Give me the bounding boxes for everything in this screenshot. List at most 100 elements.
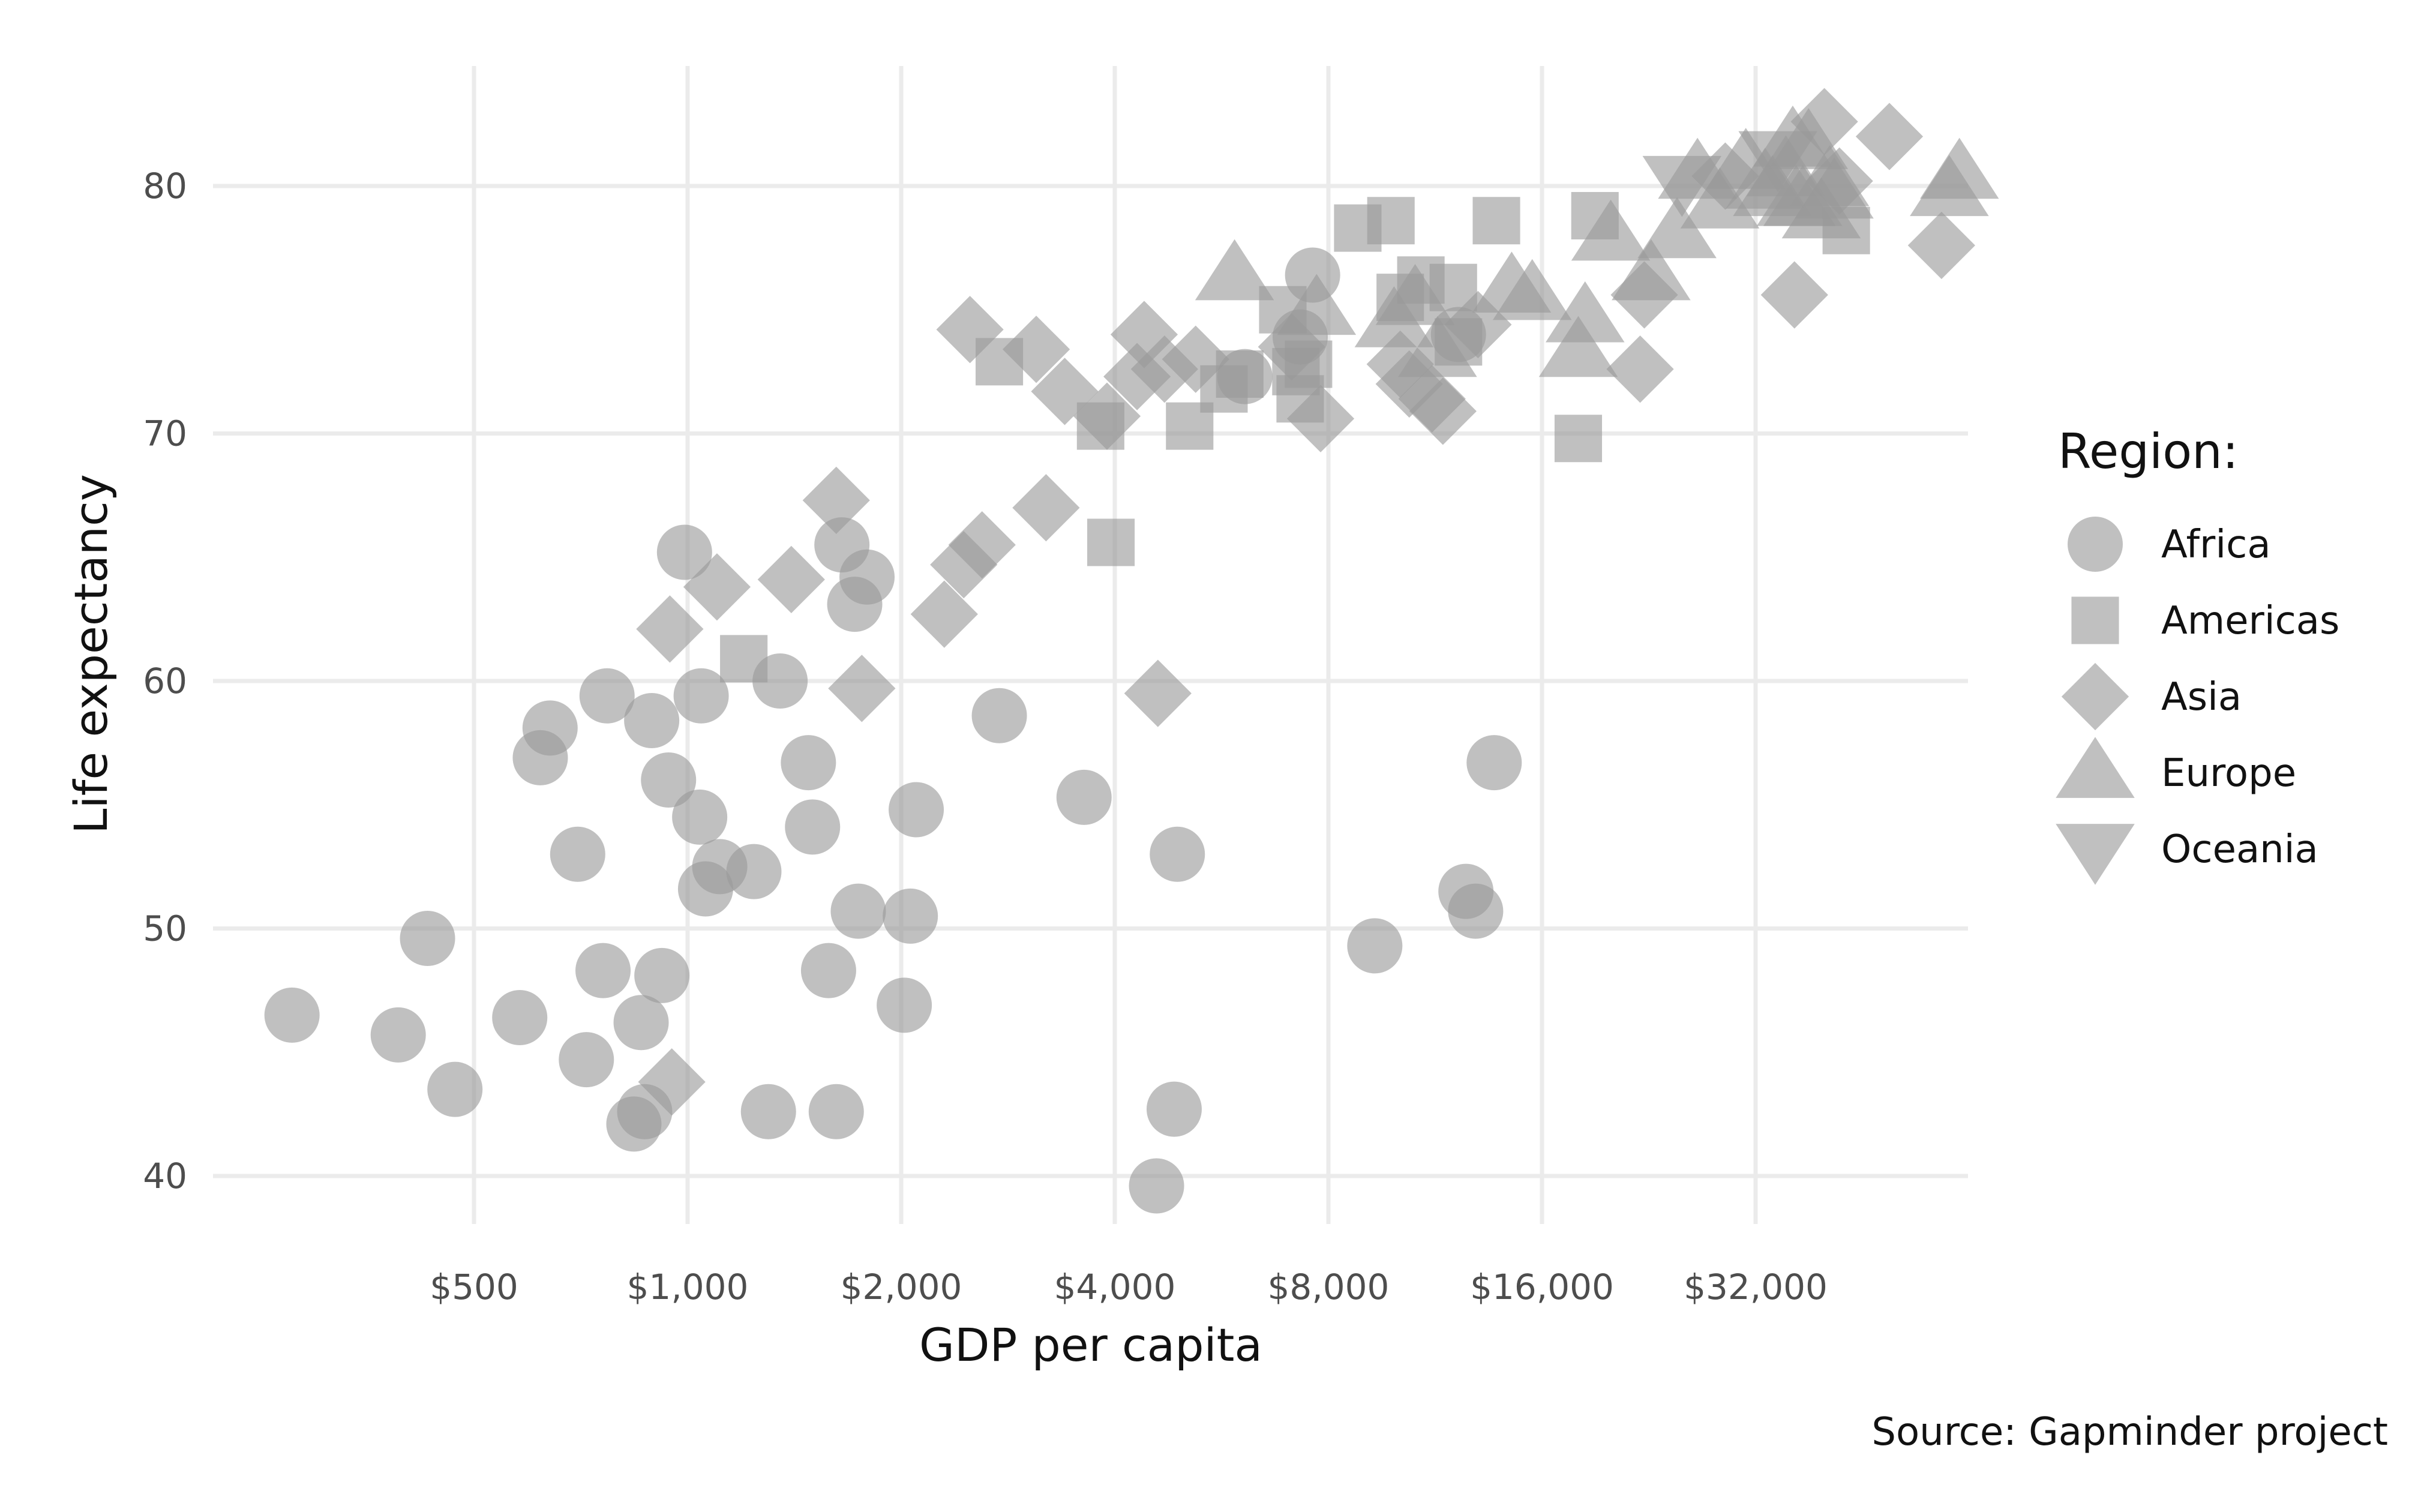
point-europe bbox=[1795, 157, 1874, 219]
legend-key-square bbox=[2071, 596, 2119, 644]
point-europe bbox=[1195, 239, 1274, 301]
legend-title: Region: bbox=[2058, 424, 2239, 479]
legend-label: Africa bbox=[2161, 523, 2271, 567]
legend: Region: Africa Americas Asia Europe Oceania bbox=[2056, 424, 2339, 885]
point-asia bbox=[1398, 365, 1466, 433]
point-europe bbox=[1546, 281, 1625, 343]
point-asia bbox=[1606, 335, 1674, 403]
x-tick-label: $8,000 bbox=[1268, 1267, 1390, 1307]
point-asia bbox=[1002, 316, 1070, 383]
point-americas bbox=[1554, 415, 1603, 463]
point-asia bbox=[802, 466, 870, 534]
legend-item-americas: Americas bbox=[2071, 596, 2339, 644]
point-asia bbox=[1855, 103, 1924, 170]
legend-label: Oceania bbox=[2161, 827, 2318, 872]
point-africa bbox=[883, 888, 938, 944]
point-americas bbox=[1087, 518, 1135, 566]
point-africa bbox=[550, 826, 605, 882]
point-africa bbox=[575, 943, 631, 998]
point-africa bbox=[740, 1084, 796, 1139]
point-europe bbox=[1919, 137, 1999, 199]
point-americas bbox=[1166, 402, 1214, 450]
point-americas bbox=[720, 635, 768, 683]
point-oceania bbox=[1642, 155, 1722, 217]
legend-key-triangle-down bbox=[2056, 824, 2135, 885]
point-africa bbox=[1129, 1158, 1184, 1214]
point-africa bbox=[1347, 918, 1403, 974]
legend-label: Europe bbox=[2161, 751, 2296, 796]
y-tick-label: 40 bbox=[143, 1156, 187, 1196]
point-asia bbox=[1760, 261, 1828, 329]
point-asia bbox=[683, 553, 751, 621]
y-tick-label: 80 bbox=[143, 166, 187, 206]
legend-key-circle bbox=[2068, 517, 2123, 572]
point-asia bbox=[757, 545, 825, 613]
point-americas bbox=[1216, 350, 1264, 398]
point-africa bbox=[785, 799, 841, 855]
point-asia bbox=[1012, 474, 1080, 542]
point-africa bbox=[370, 1007, 426, 1063]
point-asia bbox=[1907, 211, 1975, 280]
point-africa bbox=[877, 977, 932, 1033]
points-layer bbox=[264, 88, 1999, 1214]
legend-item-oceania: Oceania bbox=[2056, 824, 2318, 885]
point-americas bbox=[1429, 263, 1477, 311]
point-africa bbox=[839, 549, 895, 605]
point-europe bbox=[1375, 263, 1455, 325]
point-asia bbox=[636, 595, 704, 663]
point-africa bbox=[889, 782, 944, 838]
point-europe bbox=[1637, 197, 1717, 259]
point-europe bbox=[1538, 316, 1618, 377]
point-africa bbox=[800, 943, 856, 998]
legend-entries: Africa Americas Asia Europe Oceania bbox=[2056, 517, 2339, 885]
x-tick-label: $2,000 bbox=[841, 1267, 962, 1307]
point-asia bbox=[1073, 382, 1141, 450]
point-africa bbox=[672, 789, 728, 845]
x-tick-label: $4,000 bbox=[1054, 1267, 1176, 1307]
y-axis-title: Life expectancy bbox=[64, 474, 118, 834]
point-africa bbox=[641, 752, 697, 808]
series-asia bbox=[636, 88, 1975, 1116]
point-europe bbox=[1612, 239, 1691, 301]
grid-layer bbox=[213, 66, 1968, 1224]
point-africa bbox=[1056, 769, 1112, 825]
y-tick-label: 50 bbox=[143, 908, 187, 949]
point-africa bbox=[264, 987, 320, 1043]
point-africa bbox=[830, 883, 886, 939]
series-africa bbox=[264, 247, 1522, 1214]
legend-key-triangle-up bbox=[2056, 737, 2135, 798]
tick-labels: $500 $1,000 $2,000 $4,000 $8,000 $16,000 $32,0… bbox=[143, 166, 1828, 1307]
point-africa bbox=[673, 668, 729, 724]
point-africa bbox=[656, 524, 712, 580]
point-africa bbox=[1150, 826, 1205, 882]
caption: Source: Gapminder project bbox=[1871, 1410, 2388, 1454]
point-africa bbox=[781, 735, 836, 791]
series-oceania bbox=[1642, 131, 1817, 217]
point-oceania bbox=[1738, 131, 1817, 193]
legend-item-asia: Asia bbox=[2061, 662, 2242, 731]
point-africa bbox=[427, 1061, 483, 1117]
point-africa bbox=[1466, 735, 1522, 791]
x-tick-label: $32,000 bbox=[1684, 1267, 1828, 1307]
point-asia bbox=[1103, 343, 1171, 410]
y-tick-label: 70 bbox=[143, 413, 187, 454]
point-africa bbox=[726, 844, 782, 899]
legend-label: Americas bbox=[2161, 599, 2339, 643]
point-asia bbox=[910, 580, 978, 648]
point-africa bbox=[492, 990, 548, 1045]
x-tick-label: $16,000 bbox=[1470, 1267, 1614, 1307]
point-africa bbox=[522, 700, 578, 756]
legend-label: Asia bbox=[2161, 675, 2242, 719]
point-americas bbox=[1472, 197, 1520, 245]
legend-key-diamond bbox=[2061, 662, 2129, 731]
point-africa bbox=[624, 693, 680, 748]
point-africa bbox=[400, 911, 455, 966]
point-americas bbox=[1367, 197, 1415, 245]
point-africa bbox=[808, 1084, 864, 1139]
point-asia bbox=[1286, 385, 1355, 452]
point-europe bbox=[1277, 274, 1357, 335]
point-europe bbox=[1571, 199, 1651, 261]
point-africa bbox=[1146, 1081, 1202, 1137]
